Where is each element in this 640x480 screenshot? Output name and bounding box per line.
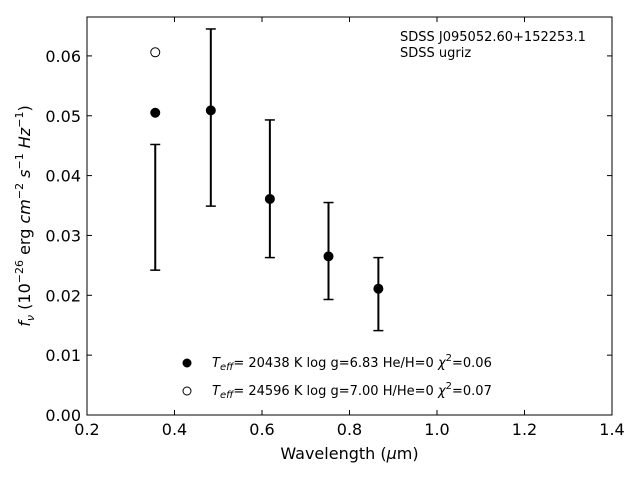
- x-tick-label: 1.0: [424, 420, 449, 439]
- y-tick-label: 0.06: [45, 47, 81, 66]
- y-axis-label-exp3: −1: [13, 153, 26, 169]
- x-axis-label: Wavelength (μm): [280, 444, 418, 463]
- y-tick-label: 0.00: [45, 406, 81, 425]
- y-axis: 0.00 0.01 0.02 0.03 0.04 0.05 0.06: [45, 47, 612, 425]
- model-point-filled: [323, 251, 334, 262]
- model-point-filled: [205, 105, 216, 116]
- legend-marker-filled: [182, 358, 192, 368]
- y-tick-label: 0.02: [45, 286, 81, 305]
- y-axis-label-hz: Hz: [15, 127, 34, 153]
- legend-1-t: T: [212, 356, 221, 371]
- x-tick-label: 0.4: [162, 420, 187, 439]
- y-axis-label: fν (10−26 erg cm−2 s−1 Hz−1): [13, 105, 37, 326]
- legend-2-chi: χ: [437, 384, 447, 399]
- observed-errorbars: [150, 28, 384, 332]
- legend-1-comp: He/H=0: [383, 356, 434, 371]
- y-axis-label-exp4: −1: [13, 112, 26, 128]
- object-name: SDSS J095052.60+152253.1: [400, 30, 586, 45]
- legend-1-teff: = 20438 K: [233, 356, 303, 371]
- legend: Teff= 20438 K log g=6.83 He/H=0 χ2=0.06 …: [182, 353, 492, 401]
- y-tick-label: 0.04: [45, 167, 81, 186]
- x-tick-label: 0.2: [74, 420, 99, 439]
- legend-2-chi2: =0.07: [452, 384, 492, 399]
- model-point-filled: [150, 107, 161, 118]
- y-tick-label: 0.03: [45, 226, 81, 245]
- y-axis-label-f: f: [15, 319, 34, 327]
- x-axis-label-unit: m): [397, 444, 419, 463]
- legend-entry-2: Teff= 24596 K log g=7.00 H/He=0 χ2=0.07: [212, 381, 492, 401]
- legend-2-comp: H/He=0: [383, 384, 434, 399]
- y-axis-label-erg: erg: [15, 224, 34, 260]
- x-tick-label: 1.4: [599, 420, 624, 439]
- legend-1-chi: χ: [437, 356, 447, 371]
- legend-1-logg: log g=6.83: [307, 356, 379, 371]
- x-axis-label-text: Wavelength (: [280, 444, 386, 463]
- x-tick-label: 0.8: [337, 420, 362, 439]
- x-axis-label-mu: μ: [386, 444, 397, 463]
- model-point-filled: [264, 193, 275, 204]
- model-point-filled: [373, 283, 384, 294]
- legend-marker-open: [182, 386, 192, 396]
- y-axis-label-cm: cm: [15, 199, 34, 223]
- y-axis-label-exp2: −2: [13, 183, 26, 199]
- legend-2-t: T: [212, 384, 221, 399]
- legend-2-chi-exp: 2: [446, 381, 452, 392]
- x-axis: 0.2 0.4 0.6 0.8 1.0 1.2 1.4: [74, 17, 625, 439]
- legend-entry-1: Teff= 20438 K log g=6.83 He/H=0 χ2=0.06: [212, 353, 492, 373]
- legend-1-chi2: =0.06: [452, 356, 492, 371]
- y-tick-label: 0.01: [45, 346, 81, 365]
- y-axis-label-nu: ν: [24, 315, 37, 321]
- y-axis-label-s: s: [15, 170, 34, 183]
- legend-2-eff: eff: [220, 390, 235, 401]
- y-axis-label-close: ): [15, 105, 34, 111]
- model-points: [150, 47, 384, 294]
- y-tick-label: 0.05: [45, 107, 81, 126]
- legend-2-teff: = 24596 K: [233, 384, 303, 399]
- y-axis-label-open: (10: [15, 283, 34, 315]
- model-point-open: [150, 47, 161, 58]
- legend-2-logg: log g=7.00: [307, 384, 379, 399]
- legend-1-chi-exp: 2: [446, 353, 452, 364]
- survey-name: SDSS ugriz: [400, 46, 471, 61]
- legend-1-eff: eff: [220, 362, 235, 373]
- y-axis-label-exp1: −26: [13, 260, 26, 283]
- x-tick-label: 0.6: [249, 420, 274, 439]
- x-tick-label: 1.2: [512, 420, 537, 439]
